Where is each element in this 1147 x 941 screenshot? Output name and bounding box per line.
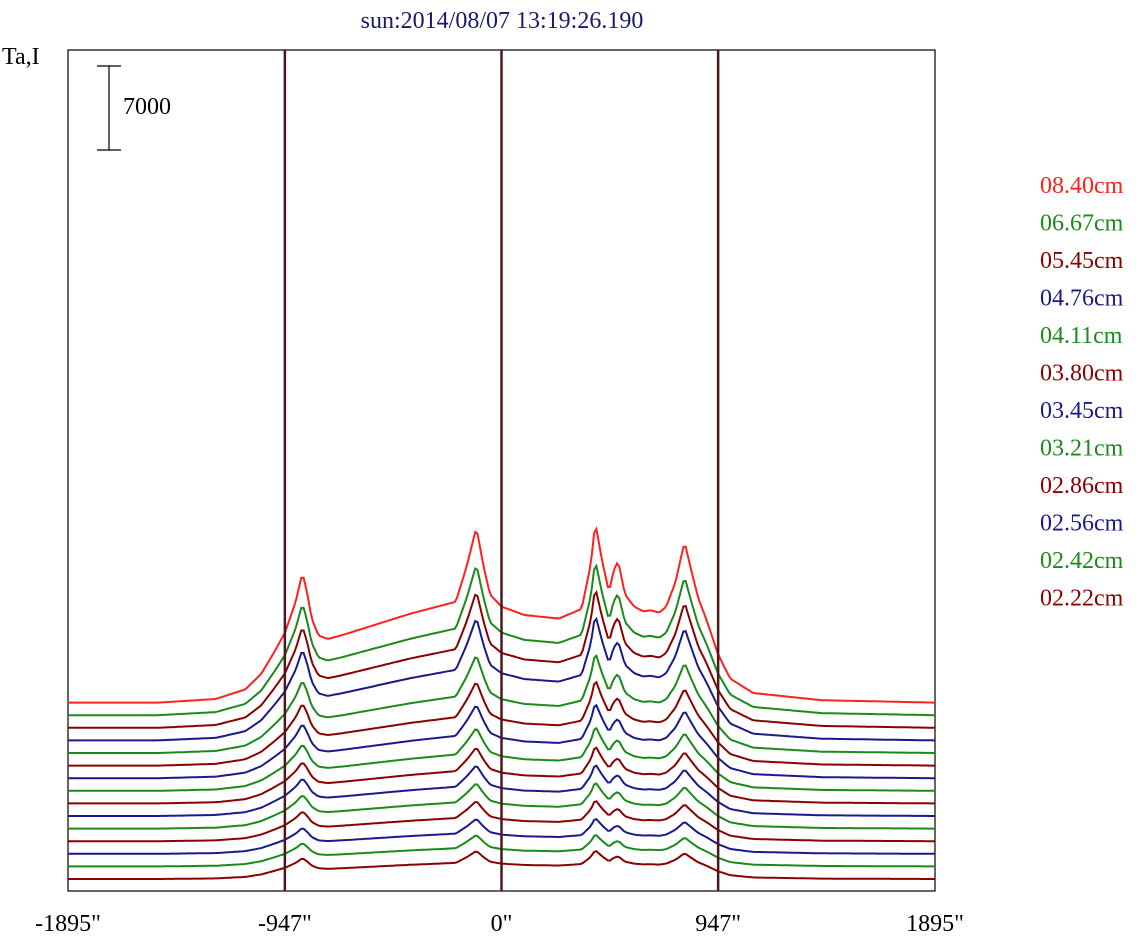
legend-entry: 05.45cm: [1040, 248, 1124, 274]
x-tick-label: 0": [491, 911, 513, 937]
scale-bar-label: 7000: [123, 94, 171, 120]
x-tick-labels: -1895" -947" 0" 947" 1895": [35, 911, 964, 937]
legend-entry: 03.45cm: [1040, 398, 1124, 424]
y-axis-label: Ta,I: [2, 44, 40, 70]
x-tick-label: -1895": [35, 911, 101, 937]
legend-entry: 04.76cm: [1040, 286, 1124, 312]
legend-entry: 02.22cm: [1040, 586, 1124, 612]
intensity-scale-bar: 7000: [97, 65, 171, 151]
legend-entry: 06.67cm: [1040, 211, 1124, 237]
legend-entry: 02.42cm: [1040, 548, 1124, 574]
legend-entry: 04.11cm: [1040, 323, 1123, 349]
legend-entry: 02.56cm: [1040, 511, 1124, 537]
chart-title: sun:2014/08/07 13:19:26.190: [361, 8, 644, 34]
legend-entry: 02.86cm: [1040, 473, 1124, 499]
x-tick-label: 1895": [906, 911, 964, 937]
legend-entry: 03.80cm: [1040, 361, 1124, 387]
vertical-reference-lines: [283, 50, 720, 891]
x-tick-label: 947": [695, 911, 741, 937]
x-tick-label: -947": [258, 911, 312, 937]
legend-entry: 03.21cm: [1040, 436, 1124, 462]
legend-entry: 08.40cm: [1040, 173, 1124, 199]
legend: 08.40cm 06.67cm 05.45cm 04.76cm 04.11cm 03.80…: [1040, 173, 1124, 612]
